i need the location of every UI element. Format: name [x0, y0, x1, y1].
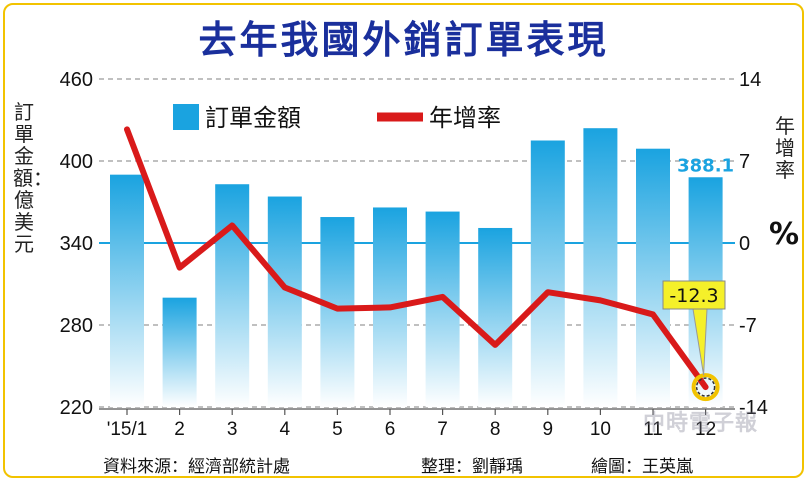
legend-bar-swatch	[173, 104, 199, 130]
x-tick-label: 5	[332, 419, 343, 440]
watermark-text: 中時電子報	[643, 405, 758, 437]
illustrator-credit: 繪圖：王英嵐	[591, 452, 693, 477]
bar	[110, 175, 144, 407]
credits-line: 資料來源：經濟部統計處 整理：劉靜瑀 繪圖：王英嵐	[103, 452, 783, 477]
legend-bar-label: 訂單金額	[205, 104, 301, 132]
bar	[163, 298, 197, 407]
right-tick-label: 7	[739, 151, 750, 173]
bar	[320, 217, 354, 407]
bar	[531, 141, 565, 408]
right-tick-label: 0	[739, 233, 750, 255]
right-tick-label: 14	[739, 69, 761, 91]
source-credit: 資料來源：經濟部統計處	[103, 452, 421, 477]
bar	[583, 128, 617, 407]
left-tick-label: 400	[60, 151, 93, 173]
compiler-credit: 整理：劉靜瑀	[421, 452, 591, 477]
left-tick-label: 340	[60, 233, 93, 255]
bar	[636, 149, 670, 407]
legend-line-label: 年增率	[429, 104, 501, 132]
x-tick-label: 6	[385, 419, 396, 440]
x-tick-label: 7	[437, 419, 448, 440]
x-tick-label: 10	[590, 419, 611, 440]
last-bar-value: 388.1	[677, 155, 734, 176]
bar	[478, 228, 512, 407]
last-growth-value: -12.3	[669, 285, 718, 307]
left-tick-label: 220	[60, 397, 93, 419]
x-tick-label: '15/1	[107, 419, 148, 440]
x-tick-label: 4	[280, 419, 291, 440]
bar	[268, 197, 302, 407]
left-tick-label: 280	[60, 315, 93, 337]
x-tick-label: 9	[543, 419, 554, 440]
growth-line	[127, 129, 706, 387]
bar	[215, 184, 249, 407]
x-tick-label: 2	[174, 419, 185, 440]
left-tick-label: 460	[60, 69, 93, 91]
x-tick-label: 3	[227, 419, 238, 440]
right-tick-label: -7	[739, 315, 757, 337]
x-tick-label: 8	[490, 419, 501, 440]
